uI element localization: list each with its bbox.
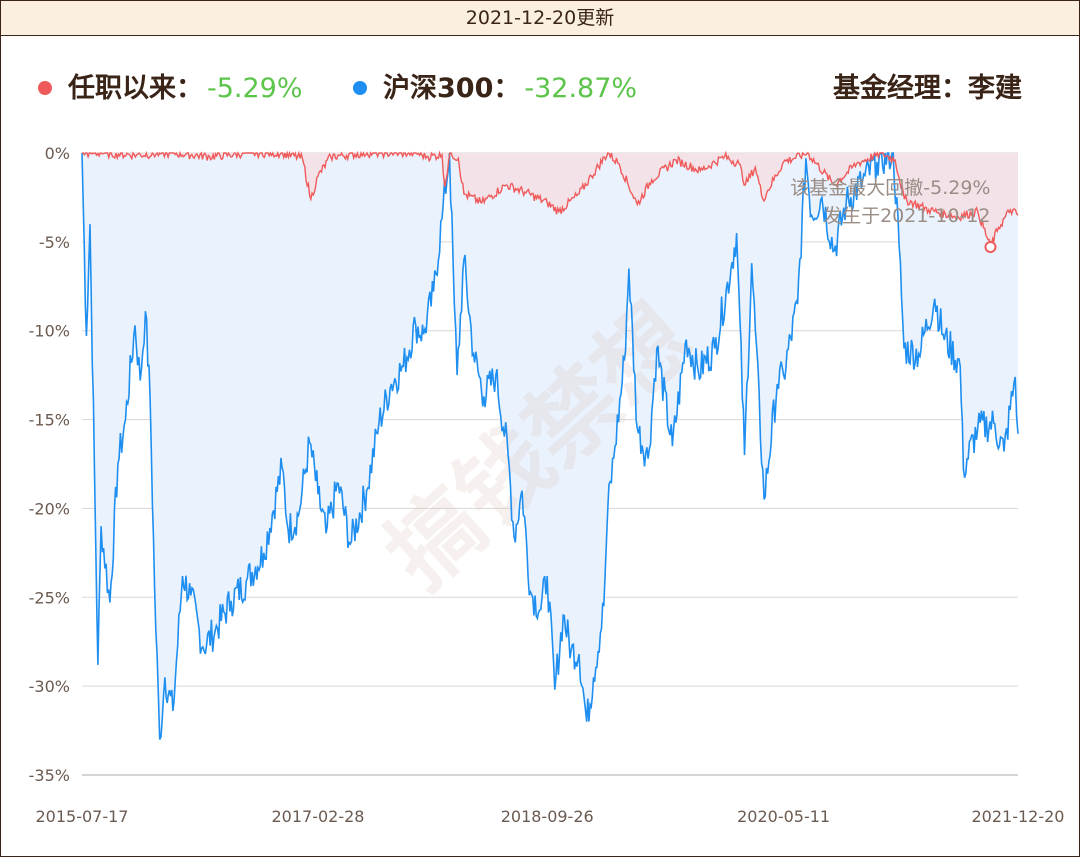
fund-legend-dot <box>38 81 52 95</box>
index-legend-item[interactable]: 沪深300： -32.87% <box>383 66 637 112</box>
fund-manager-label: 基金经理：李建 <box>833 73 1022 104</box>
index-legend-value: -32.87% <box>524 73 638 104</box>
header-bar: 2021-12-20更新 <box>1 1 1079 36</box>
y-tick-label: -10% <box>29 322 70 341</box>
y-tick-label: -35% <box>29 766 70 785</box>
x-axis-ticks: 2015-07-17 2017-02-28 2018-09-26 2020-05-11… <box>36 807 1065 826</box>
index-legend-label: 沪深300： <box>383 73 521 104</box>
fund-area <box>82 153 1018 247</box>
max-drawdown-point <box>984 241 997 254</box>
fund-line <box>82 150 1019 250</box>
index-line <box>81 152 1019 740</box>
y-axis-ticks: 0% -5% -10% -15% -20% -25% -30% -35% <box>29 144 70 785</box>
y-tick-label: -20% <box>29 499 70 518</box>
fund-legend-label: 任职以来： <box>68 73 203 104</box>
max-drawdown-annotation: 该基金最大回撤-5.29% 发生于2021-10-12 <box>790 177 997 254</box>
series-lines <box>81 150 1019 740</box>
x-tick-label: 2021-12-20 <box>972 807 1065 826</box>
y-tick-label: -5% <box>39 233 70 252</box>
y-tick-label: -25% <box>29 588 70 607</box>
x-tick-label: 2020-05-11 <box>737 807 830 826</box>
y-tick-label: 0% <box>45 144 70 163</box>
x-tick-label: 2017-02-28 <box>272 807 365 826</box>
fund-legend-value: -5.29% <box>207 73 303 104</box>
annotation-line-2: 发生于2021-10-12 <box>823 205 990 227</box>
x-tick-label: 2018-09-26 <box>501 807 594 826</box>
legend-row: 任职以来： -5.29% 沪深300： -32.87% 基金经理：李建 <box>0 66 1080 112</box>
series-areas <box>82 153 1018 740</box>
fund-legend-item[interactable]: 任职以来： -5.29% <box>68 66 303 112</box>
y-tick-label: -30% <box>29 677 70 696</box>
update-date-title: 2021-12-20更新 <box>465 7 615 29</box>
index-area <box>82 153 1018 740</box>
annotation-line-1: 该基金最大回撤-5.29% <box>790 177 990 199</box>
x-tick-label: 2015-07-17 <box>36 807 129 826</box>
index-legend-dot <box>353 81 367 95</box>
y-tick-label: -15% <box>29 411 70 430</box>
